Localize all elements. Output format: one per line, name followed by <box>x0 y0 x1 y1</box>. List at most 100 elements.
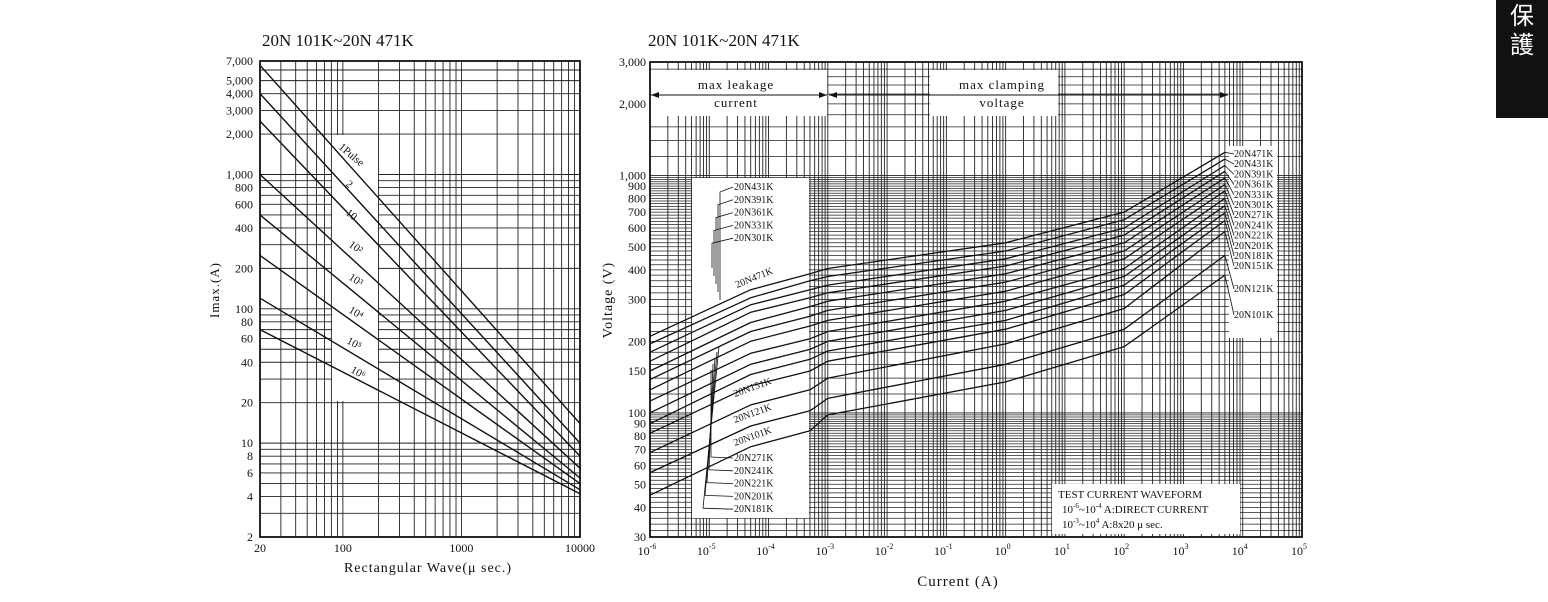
x-tick-base: 10 <box>1291 544 1303 558</box>
waveform-text-part: -4 <box>1096 502 1102 510</box>
x-tick-label: 10000 <box>565 541 595 555</box>
x-tick-base: 10 <box>995 544 1007 558</box>
y-tick-label: 40 <box>241 355 253 369</box>
x-tick-base: 10 <box>1054 544 1066 558</box>
y-tick-label: 20 <box>241 396 253 410</box>
leakage-curve-label: 20N271K <box>734 453 774 464</box>
x-tick-exponent: -1 <box>946 542 953 551</box>
vi-curve-line <box>649 190 1226 391</box>
label-leader-line <box>1224 184 1235 206</box>
clamp-curve-label: 20N241K <box>1234 220 1274 231</box>
side-tab-char-1: 保 <box>1510 2 1534 30</box>
label-leader-line <box>708 363 734 472</box>
leakage-curve-label: 20N221K <box>734 479 774 490</box>
x-tick-exponent: 5 <box>1303 542 1307 551</box>
x-tick-exponent: -3 <box>827 542 834 551</box>
label-leader-line <box>1224 255 1235 290</box>
y-tick-label: 70 <box>634 443 646 457</box>
x-tick-label: 10-3 <box>815 542 834 558</box>
y-tick-label: 1,000 <box>226 168 253 182</box>
side-tab: 保 護 <box>1496 0 1548 118</box>
label-leader-line <box>1224 220 1235 257</box>
leakage-curve-label: 20N361K <box>734 208 774 219</box>
y-tick-label: 400 <box>628 263 646 277</box>
y-tick-label: 900 <box>628 179 646 193</box>
label-leader-line <box>1224 151 1235 155</box>
y-axis-label: Voltage (V) <box>601 262 616 338</box>
label-leader-line <box>706 357 734 484</box>
clamp-curve-label: 20N101K <box>1234 310 1274 321</box>
y-tick-label: 4,000 <box>226 87 253 101</box>
leakage-curve-label: 20N301K <box>734 233 774 244</box>
x-tick-label: 10-2 <box>875 542 894 558</box>
x-tick-label: 100 <box>334 541 352 555</box>
leakage-curve-label: 20N241K <box>734 466 774 477</box>
label-leader-line <box>1224 205 1235 236</box>
pulse-curve-line <box>259 93 581 444</box>
leakage-region-box <box>651 70 827 116</box>
y-tick-label: 60 <box>634 459 646 473</box>
waveform-text-part: ~10 <box>1079 504 1096 516</box>
y-tick-label: 30 <box>634 530 646 544</box>
x-tick-exponent: 0 <box>1007 542 1011 551</box>
clamp-curve-label: 20N331K <box>1234 190 1274 201</box>
leakage-curve-label: 20N391K <box>734 195 774 206</box>
vi-curve-line <box>649 197 1226 402</box>
vi-curve-line <box>649 212 1226 425</box>
y-tick-label: 6 <box>247 466 253 480</box>
right-plot-frame <box>649 61 1303 538</box>
clamp-curve-label: 20N361K <box>1234 180 1274 191</box>
label-leader-line <box>713 225 734 276</box>
y-tick-label: 200 <box>628 334 646 348</box>
y-tick-label: 200 <box>235 261 253 275</box>
vi-curve-line <box>649 164 1226 353</box>
x-tick-label: 10-1 <box>934 542 953 558</box>
x-tick-base: 10 <box>875 544 887 558</box>
vi-characteristic-chart: 20N 101K~20N 471K max leakage current max c… <box>601 31 1307 590</box>
pulse-curve-line <box>259 328 581 495</box>
y-tick-label: 50 <box>634 477 646 491</box>
arrow-head <box>651 92 659 98</box>
x-tick-base: 10 <box>1232 544 1244 558</box>
clamping-region-box <box>930 70 1058 116</box>
x-axis-label: Rectangular Wave(μ sec.) <box>344 561 512 576</box>
y-tick-label: 4 <box>247 490 253 504</box>
waveform-text-part: 4 <box>1096 517 1100 525</box>
y-tick-label: 600 <box>235 197 253 211</box>
y-tick-label: 80 <box>241 315 253 329</box>
y-tick-label: 3,000 <box>226 103 253 117</box>
x-tick-label: 102 <box>1113 542 1129 558</box>
y-tick-label: 600 <box>628 221 646 235</box>
clamp-curve-label: 20N151K <box>1234 261 1274 272</box>
vi-curve-line <box>649 183 1226 381</box>
arrow-head <box>819 92 827 98</box>
clamp-curve-label: 20N301K <box>1234 200 1274 211</box>
y-tick-label: 300 <box>628 293 646 307</box>
vi-curve-line <box>649 274 1226 496</box>
pulse-curve-line <box>259 120 581 457</box>
y-tick-label: 7,000 <box>226 54 253 68</box>
label-leader-line <box>702 345 734 510</box>
arrow-head <box>829 92 837 98</box>
clamp-curve-label: 20N471K <box>1234 149 1274 160</box>
x-tick-exponent: -4 <box>768 542 775 551</box>
vi-curve-line <box>649 158 1226 345</box>
y-tick-label: 90 <box>634 417 646 431</box>
label-leader-line <box>715 212 734 284</box>
label-leader-line <box>1224 231 1235 267</box>
test-waveform-line: 10-6~10-4 A:DIRECT CURRENT <box>1062 502 1209 516</box>
x-tick-label: 100 <box>995 542 1011 558</box>
label-leader-line <box>719 186 734 300</box>
x-tick-label: 105 <box>1291 542 1307 558</box>
right-chart-title: 20N 101K~20N 471K <box>648 31 801 50</box>
vi-curve-line <box>649 254 1226 474</box>
label-leader-line <box>1224 171 1235 185</box>
side-tab-char-2: 護 <box>1510 31 1534 59</box>
vi-curve-line <box>649 230 1226 454</box>
left-chart-title: 20N 101K~20N 471K <box>262 31 415 50</box>
y-tick-label: 5,000 <box>226 74 253 88</box>
y-tick-label: 400 <box>235 221 253 235</box>
x-tick-exponent: -5 <box>709 542 716 551</box>
clamp-label-panel <box>1229 146 1277 338</box>
pulse-curve-line <box>259 254 581 485</box>
